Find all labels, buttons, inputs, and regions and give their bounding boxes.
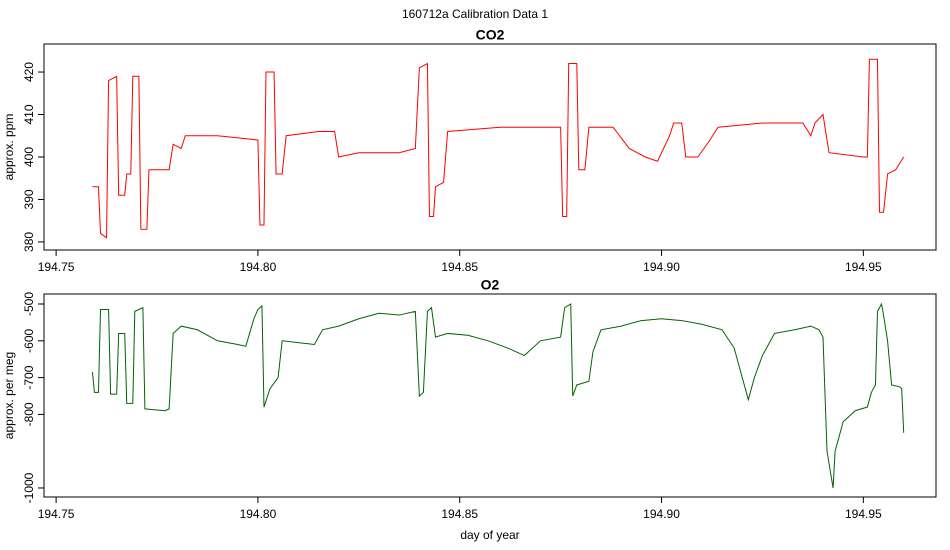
y-tick-label: 390 bbox=[22, 189, 36, 209]
x-tick-label: 194.85 bbox=[441, 507, 478, 521]
y-tick-label: 380 bbox=[22, 232, 36, 252]
x-tick-label: 194.95 bbox=[845, 260, 882, 274]
x-tick-label: 194.90 bbox=[643, 507, 680, 521]
x-axis-label: day of year bbox=[460, 528, 519, 542]
y-axis-label: approx. ppm bbox=[2, 114, 16, 181]
y-tick-label: -600 bbox=[22, 328, 36, 352]
y-tick-label: 410 bbox=[22, 104, 36, 124]
x-tick-label: 194.80 bbox=[240, 260, 277, 274]
y-tick-label: -700 bbox=[22, 365, 36, 389]
y-tick-label: -1000 bbox=[22, 472, 36, 503]
panel-title: CO2 bbox=[476, 27, 505, 43]
y-axis-label: approx. per meg bbox=[2, 352, 16, 439]
data-line bbox=[92, 58, 905, 239]
figure-title: 160712a Calibration Data 1 bbox=[402, 7, 548, 21]
y-tick-label: -500 bbox=[22, 292, 36, 316]
x-tick-label: 194.85 bbox=[441, 260, 478, 274]
x-tick-label: 194.75 bbox=[38, 507, 75, 521]
data-line bbox=[91, 302, 905, 489]
y-tick-label: -800 bbox=[22, 402, 36, 426]
x-tick-label: 194.75 bbox=[38, 260, 75, 274]
panel-title: O2 bbox=[481, 277, 500, 293]
y-tick-label: 400 bbox=[22, 147, 36, 167]
plot-frame bbox=[43, 293, 937, 498]
y-tick-label: 420 bbox=[22, 62, 36, 82]
x-tick-label: 194.95 bbox=[845, 507, 882, 521]
x-tick-label: 194.80 bbox=[240, 507, 277, 521]
plot-frame bbox=[43, 43, 937, 251]
x-tick-label: 194.90 bbox=[643, 260, 680, 274]
